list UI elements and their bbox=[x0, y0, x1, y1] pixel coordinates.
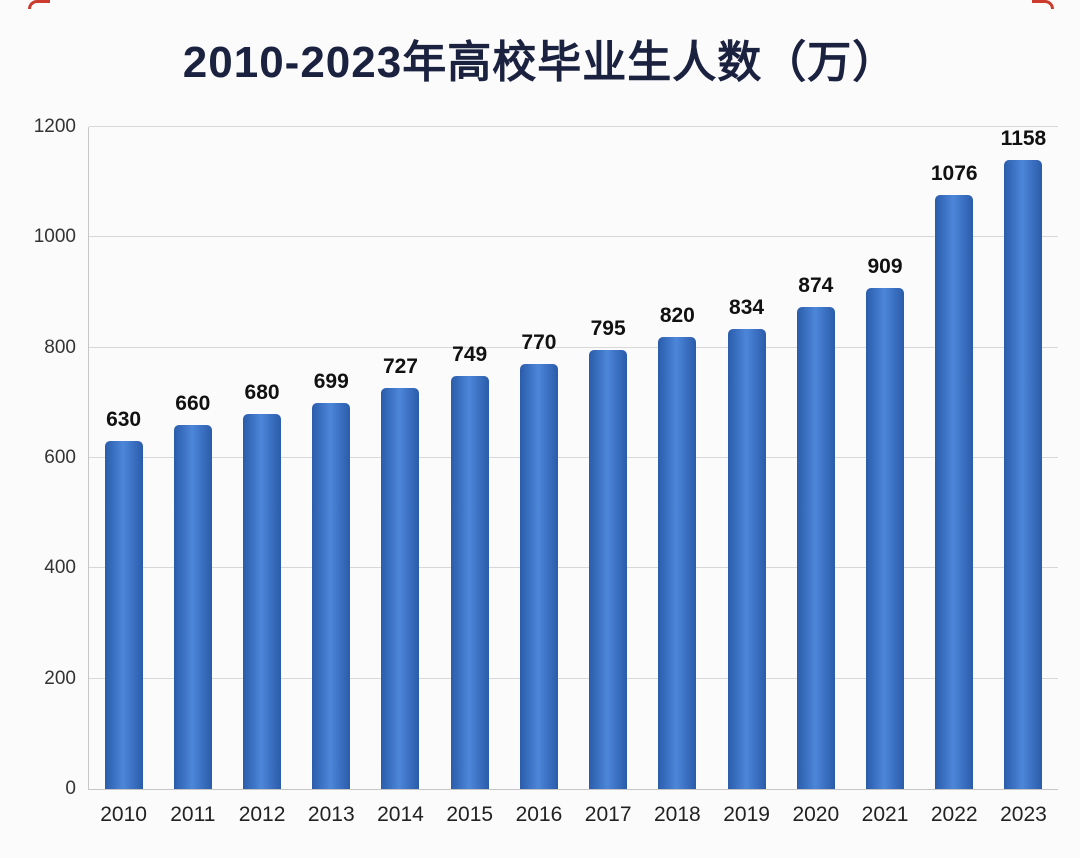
x-tick-label-2016: 2016 bbox=[515, 803, 563, 826]
bar-group-2021: 909 bbox=[850, 127, 919, 789]
y-tick-label-1200: 1200 bbox=[33, 116, 76, 137]
bar-group-2016: 770 bbox=[504, 127, 573, 789]
bar-value-label-2010: 630 bbox=[106, 408, 142, 432]
y-tick-label-600: 600 bbox=[44, 447, 76, 468]
bar-group-2015: 749 bbox=[435, 127, 504, 789]
bar-value-label-2022: 1076 bbox=[930, 162, 978, 186]
x-tick-label-2022: 2022 bbox=[930, 803, 978, 826]
x-tick-label-2012: 2012 bbox=[238, 803, 286, 826]
bar-2021 bbox=[866, 287, 905, 789]
x-tick-label-2015: 2015 bbox=[446, 803, 494, 826]
x-tick-label-2010: 2010 bbox=[100, 803, 147, 826]
y-tick-label-0: 0 bbox=[65, 778, 76, 799]
bar-value-label-2012: 680 bbox=[244, 380, 280, 404]
x-tick-label-2021: 2021 bbox=[861, 803, 909, 826]
gridline-1000 bbox=[89, 236, 1058, 238]
bar-value-label-2019: 834 bbox=[729, 295, 765, 319]
bar-group-2023: 1158 bbox=[989, 127, 1058, 789]
x-tick-label-2014: 2014 bbox=[377, 803, 424, 826]
bar-group-2022: 1076 bbox=[920, 127, 989, 789]
bar-2012 bbox=[243, 413, 282, 789]
bar-2015 bbox=[450, 375, 489, 789]
bar-2017 bbox=[589, 350, 628, 789]
bar-value-label-2020: 874 bbox=[798, 273, 834, 297]
bar-2016 bbox=[519, 364, 558, 789]
bar-2022 bbox=[935, 195, 974, 789]
red-corner-mark-left bbox=[28, 0, 50, 9]
bar-group-2010: 630 bbox=[89, 127, 158, 789]
gridlines bbox=[89, 126, 1058, 789]
y-tick-label-400: 400 bbox=[44, 557, 76, 579]
gridline-800 bbox=[89, 346, 1058, 348]
gridline-400 bbox=[89, 567, 1058, 569]
y-tick-label-200: 200 bbox=[44, 667, 76, 689]
bar-value-label-2015: 749 bbox=[452, 342, 488, 366]
bar-value-label-2017: 795 bbox=[590, 317, 626, 341]
x-tick-label-2019: 2019 bbox=[723, 803, 770, 826]
bar-2011 bbox=[173, 424, 212, 789]
x-axis: 2010 2011 2012 2013 2014 2015 2016 2017 2018 2019… bbox=[89, 803, 1058, 827]
bar-2020 bbox=[796, 306, 835, 789]
bars-container: 630 660 680 699 727 749 770 795 820 834 874 909 1076… bbox=[89, 127, 1058, 789]
bar-value-label-2014: 727 bbox=[382, 354, 418, 378]
bar-value-label-2016: 770 bbox=[521, 331, 557, 355]
bar-2019 bbox=[727, 328, 766, 789]
bar-value-label-2011: 660 bbox=[175, 391, 211, 415]
bar-group-2014: 727 bbox=[366, 127, 435, 789]
x-tick-label-2018: 2018 bbox=[654, 803, 701, 826]
x-tick-label-2013: 2013 bbox=[307, 803, 355, 826]
bar-2013 bbox=[312, 403, 351, 789]
bar-group-2011: 660 bbox=[158, 127, 227, 789]
x-tick-label-2011: 2011 bbox=[170, 803, 216, 826]
red-corner-mark-right bbox=[1032, 0, 1054, 9]
bar-2018 bbox=[658, 336, 697, 789]
bar-2010 bbox=[104, 441, 143, 789]
bar-group-2012: 680 bbox=[227, 127, 296, 789]
bar-group-2020: 874 bbox=[781, 127, 850, 789]
y-tick-label-800: 800 bbox=[44, 336, 76, 358]
bar-value-label-2013: 699 bbox=[313, 370, 349, 394]
plot-area: 0 200 400 600 800 1000 1200 630 660 680 699 727 749… bbox=[34, 116, 1058, 826]
bar-2014 bbox=[381, 387, 420, 789]
bar-value-label-2021: 909 bbox=[867, 254, 903, 278]
x-tick-label-2017: 2017 bbox=[584, 803, 632, 826]
x-tick-label-2020: 2020 bbox=[792, 803, 840, 826]
gridline-600 bbox=[89, 457, 1058, 458]
gridline-1200 bbox=[89, 126, 1058, 127]
x-tick-label-2023: 2023 bbox=[1000, 803, 1047, 826]
bar-group-2013: 699 bbox=[297, 127, 366, 789]
bar-chart: 2010-2023年高校毕业生人数（万） 0 200 400 600 800 1000 12… bbox=[0, 0, 1080, 826]
bar-2023 bbox=[1004, 160, 1043, 789]
bar-group-2019: 834 bbox=[712, 127, 781, 789]
gridline-200 bbox=[89, 677, 1058, 679]
y-axis: 0 200 400 600 800 1000 1200 bbox=[12, 116, 76, 799]
bar-value-label-2018: 820 bbox=[659, 303, 695, 327]
bar-group-2017: 795 bbox=[574, 127, 643, 789]
y-tick-label-1000: 1000 bbox=[33, 226, 76, 248]
bar-value-label-2023: 1158 bbox=[1000, 127, 1047, 150]
chart-title: 2010-2023年高校毕业生人数（万） bbox=[182, 38, 898, 87]
bar-group-2018: 820 bbox=[643, 127, 712, 789]
